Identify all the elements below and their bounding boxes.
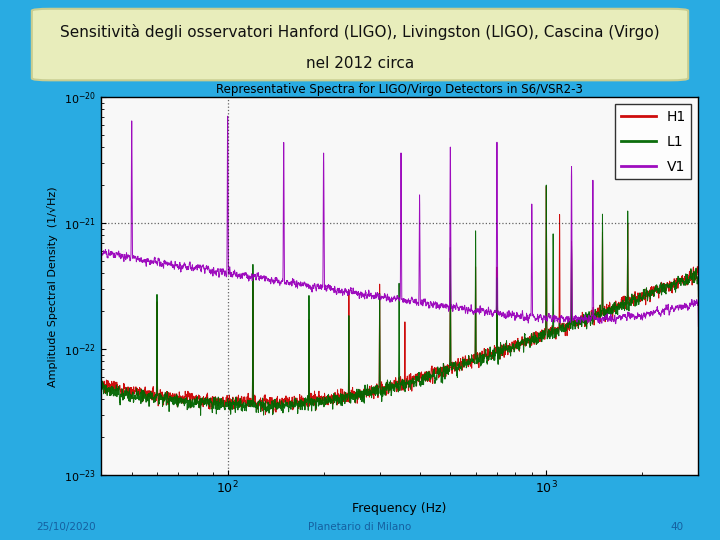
H1: [694, 287, 703, 293]
H1: [676, 275, 685, 282]
H1: [647, 285, 655, 292]
H1: [348, 393, 356, 399]
H1: [542, 183, 551, 190]
H1: [531, 334, 539, 341]
Line: L1: L1: [101, 185, 698, 415]
V1: [96, 277, 105, 284]
V1: [531, 316, 539, 323]
Legend: H1, L1, V1: H1, L1, V1: [616, 104, 691, 179]
L1: [197, 412, 205, 418]
V1: [348, 290, 356, 296]
Line: V1: V1: [101, 116, 698, 327]
L1: [96, 406, 105, 412]
L1: [381, 389, 390, 396]
V1: [223, 113, 232, 119]
L1: [348, 390, 356, 396]
H1: [353, 392, 361, 398]
V1: [353, 291, 361, 297]
Text: Planetario di Milano: Planetario di Milano: [308, 522, 412, 532]
L1: [676, 278, 685, 285]
Text: Sensitività degli osservatori Hanford (LIGO), Livingston (LIGO), Cascina (Virgo): Sensitività degli osservatori Hanford (L…: [60, 24, 660, 40]
V1: [676, 305, 685, 311]
H1: [381, 386, 390, 392]
L1: [353, 388, 361, 395]
Text: nel 2012 circa: nel 2012 circa: [306, 56, 414, 71]
V1: [646, 310, 654, 316]
L1: [531, 336, 539, 343]
L1: [694, 293, 703, 300]
FancyBboxPatch shape: [32, 9, 688, 80]
L1: [647, 291, 655, 297]
Text: 40: 40: [671, 522, 684, 532]
X-axis label: Frequency (Hz): Frequency (Hz): [352, 502, 447, 515]
Text: 25/10/2020: 25/10/2020: [36, 522, 96, 532]
Line: H1: H1: [101, 186, 698, 414]
L1: [542, 182, 551, 188]
V1: [381, 292, 390, 298]
H1: [96, 399, 105, 405]
V1: [694, 323, 703, 330]
Title: Representative Spectra for LIGO/Virgo Detectors in S6/VSR2-3: Representative Spectra for LIGO/Virgo De…: [216, 83, 583, 96]
H1: [261, 411, 270, 417]
Y-axis label: Amplitude Spectral Density  (1/√Hz): Amplitude Spectral Density (1/√Hz): [48, 186, 58, 387]
